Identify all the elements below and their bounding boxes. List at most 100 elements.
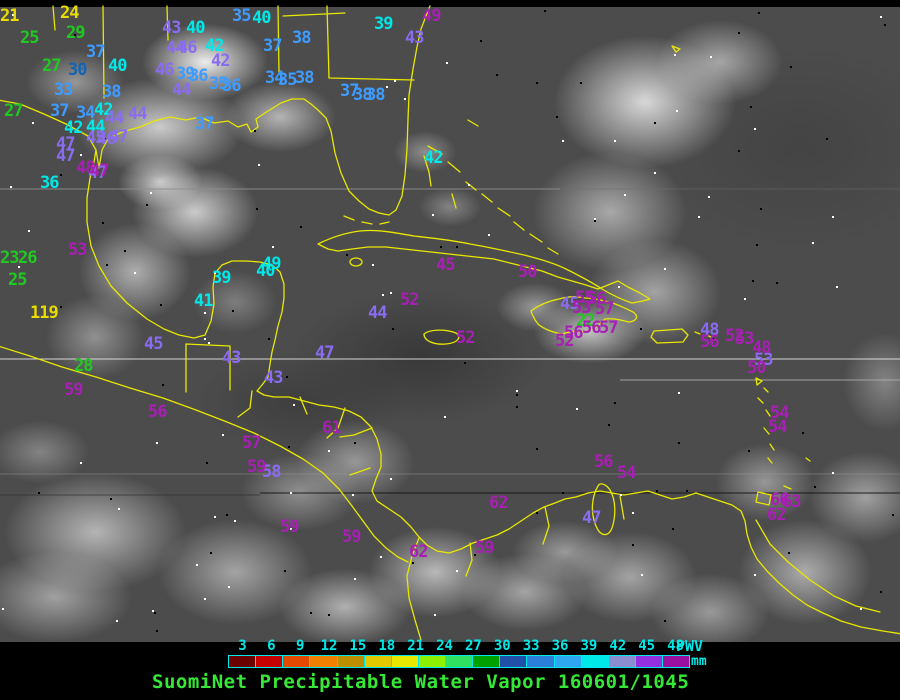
station-value: 63 (782, 492, 802, 512)
noise-speckle (82, 170, 84, 172)
station-value: 45 (436, 255, 456, 275)
station-value: 59 (342, 527, 362, 547)
colorbar-segment (473, 656, 500, 667)
station-value: 35 (278, 70, 298, 90)
noise-speckle (594, 220, 596, 222)
noise-speckle (790, 66, 792, 68)
noise-speckle (614, 402, 616, 404)
station-value: 38 (295, 68, 315, 88)
noise-speckle (204, 312, 206, 314)
noise-speckle (390, 478, 392, 480)
noise-speckle (576, 408, 578, 410)
noise-speckle (832, 472, 834, 474)
station-value: 37 (340, 81, 360, 101)
noise-speckle (536, 512, 538, 514)
noise-speckle (434, 614, 436, 616)
noise-speckle (382, 294, 384, 296)
noise-speckle (10, 186, 12, 188)
station-value: 56 (594, 452, 614, 472)
station-value: 47 (56, 134, 76, 154)
noise-speckle (738, 32, 740, 34)
noise-speckle (544, 10, 546, 12)
noise-speckle (880, 591, 882, 593)
station-value: 37 (50, 101, 70, 121)
station-value: 45 (560, 294, 580, 314)
colorbar-segment (608, 656, 635, 667)
station-value: 54 (770, 403, 790, 423)
colorbar-tick-label: 36 (551, 638, 569, 654)
station-value: 47 (90, 161, 110, 181)
pwv-unit-sub: mm (691, 654, 707, 669)
noise-speckle (440, 246, 442, 248)
noise-speckle (678, 442, 680, 444)
noise-speckle (656, 490, 658, 492)
noise-speckle (446, 62, 448, 64)
noise-speckle (104, 138, 106, 140)
noise-speckle (710, 56, 712, 58)
station-value: 50 (518, 262, 538, 282)
noise-speckle (208, 342, 210, 344)
station-value: 48 (752, 338, 772, 358)
station-value: 25 (20, 28, 40, 48)
station-value: 42 (211, 51, 231, 71)
noise-speckle (444, 416, 446, 418)
noise-speckle (776, 282, 778, 284)
noise-speckle (618, 286, 620, 288)
noise-speckle (286, 376, 288, 378)
station-value: 52 (555, 331, 575, 351)
station-value: 56 (587, 289, 607, 309)
station-value: 43 (405, 28, 425, 48)
noise-speckle (32, 122, 34, 124)
noise-speckle (18, 266, 20, 268)
noise-speckle (380, 556, 382, 558)
station-value: 47 (88, 163, 108, 183)
station-value: 35 (209, 74, 229, 94)
station-value: 119 (30, 303, 59, 323)
noise-speckle (328, 450, 330, 452)
station-value: 55 (575, 288, 595, 308)
station-value: 49 (422, 6, 442, 26)
station-value: 38 (102, 82, 122, 102)
noise-speckle (214, 516, 216, 518)
top-black-band (0, 0, 900, 7)
station-value: 42 (94, 100, 114, 120)
noise-speckle (516, 394, 518, 396)
noise-speckle (624, 194, 626, 196)
station-value: 38 (353, 85, 373, 105)
noise-speckle (744, 298, 746, 300)
noise-speckle (290, 492, 292, 494)
station-value: 25 (8, 270, 28, 290)
colorbar-segment (229, 656, 256, 667)
station-value: 47 (582, 508, 602, 528)
noise-speckle (788, 552, 790, 554)
noise-speckle (474, 554, 476, 556)
noise-speckle (632, 544, 634, 546)
station-value: 48 (700, 320, 720, 340)
noise-speckle (38, 492, 40, 494)
station-value: 44 (172, 80, 192, 100)
noise-speckle (256, 208, 258, 210)
noise-speckle (386, 86, 388, 88)
colorbar-segment (581, 656, 608, 667)
noise-speckle (664, 268, 666, 270)
station-value: 40 (186, 18, 206, 38)
station-value: 58 (262, 462, 282, 482)
noise-speckle (632, 512, 634, 514)
noise-speckle (536, 82, 538, 84)
noise-speckle (80, 154, 82, 156)
colorbar-tick-label: 42 (609, 638, 627, 654)
noise-speckle (456, 246, 458, 248)
colorbar-tick-label: 21 (407, 638, 425, 654)
noise-speckle (432, 214, 434, 216)
station-value: 38 (366, 85, 386, 105)
noise-speckle (698, 216, 700, 218)
noise-speckle (156, 442, 158, 444)
noise-speckle (206, 462, 208, 464)
station-value: 59 (247, 457, 267, 477)
station-value: 56 (564, 323, 584, 343)
noise-speckle (154, 612, 156, 614)
noise-speckle (210, 552, 212, 554)
